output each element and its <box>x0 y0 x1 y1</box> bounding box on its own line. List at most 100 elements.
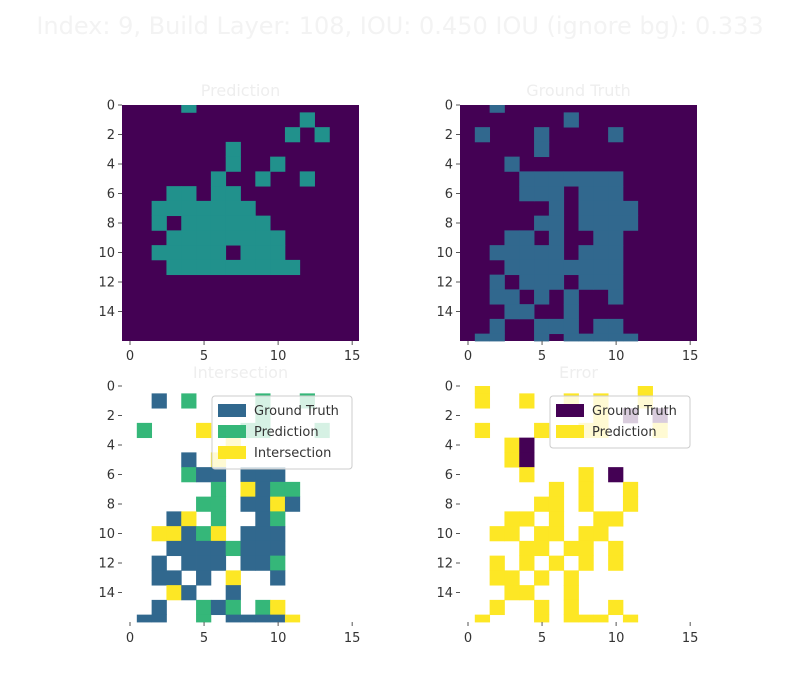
legend-swatch <box>218 446 246 459</box>
heatmap-cell <box>563 599 579 616</box>
heatmap-cell <box>270 614 286 623</box>
heatmap-cell <box>504 570 520 586</box>
heatmap-cell <box>474 127 491 143</box>
heatmap-cell <box>563 540 579 557</box>
heatmap-cell <box>210 200 227 217</box>
heatmap-cell <box>151 393 167 409</box>
heatmap-cell <box>240 540 256 557</box>
heatmap-cell <box>593 245 609 261</box>
heatmap-cell <box>578 555 594 571</box>
heatmap-cell <box>151 245 167 261</box>
y-tick-label: 0 <box>445 380 453 395</box>
figure-title: Index: 9, Build Layer: 108, IOU: 0.450 I… <box>36 12 763 40</box>
heatmap-cell <box>519 230 535 246</box>
heatmap-cell <box>563 289 579 305</box>
heatmap-cell <box>255 467 271 483</box>
heatmap-cell <box>593 186 609 202</box>
heatmap-cell <box>534 274 550 290</box>
heatmap-cell <box>166 230 182 246</box>
heatmap-cell <box>578 540 594 557</box>
heatmap-cell <box>210 186 227 202</box>
heatmap-cell <box>578 245 594 261</box>
x-tick-label: 5 <box>538 631 546 646</box>
y-tick-label: 8 <box>445 217 453 232</box>
legend-box <box>549 395 691 449</box>
heatmap-cell <box>534 141 550 158</box>
heatmap-cell <box>166 511 182 527</box>
heatmap-cell <box>196 496 212 512</box>
y-tick-label: 10 <box>98 527 115 542</box>
heatmap-cell <box>474 614 491 623</box>
heatmap-cell <box>196 215 212 231</box>
heatmap-cell <box>489 105 505 113</box>
y-tick-label: 14 <box>98 305 115 320</box>
legend: Ground Truth Prediction <box>549 395 691 449</box>
heatmap-cell <box>563 585 579 601</box>
heatmap-cell <box>151 599 167 616</box>
heatmap-cell <box>534 171 550 187</box>
heatmap-cell <box>210 599 227 616</box>
heatmap-cell <box>548 259 565 276</box>
heatmap-cell <box>519 585 535 601</box>
heatmap-cell <box>489 555 505 571</box>
y-tick-label: 14 <box>436 586 453 601</box>
heatmap-cell <box>548 200 565 217</box>
heatmap-cell <box>578 526 594 542</box>
y-tick-label: 10 <box>436 527 453 542</box>
heatmap-cell <box>240 200 256 217</box>
y-tick-label: 10 <box>436 246 453 261</box>
x-tick-label: 0 <box>464 349 472 364</box>
x-tick-label: 15 <box>682 349 699 364</box>
legend-swatch <box>218 425 246 438</box>
heatmap-cell <box>608 540 624 557</box>
x-tick-label: 0 <box>126 631 134 646</box>
heatmap-cell <box>534 333 550 342</box>
heatmap-cell <box>181 526 197 542</box>
heatmap-cell <box>548 245 565 261</box>
heatmap-cell <box>240 555 256 571</box>
heatmap-cell <box>489 599 505 616</box>
heatmap-cell <box>519 452 535 468</box>
heatmap-cell <box>181 511 197 527</box>
x-tick-label: 15 <box>344 631 361 646</box>
heatmap-cell <box>225 141 241 158</box>
heatmap-cell <box>622 496 639 512</box>
heatmap-cell <box>151 200 167 217</box>
heatmap-cell <box>593 274 609 290</box>
x-tick-label: 10 <box>270 349 287 364</box>
heatmap-cell <box>534 526 550 542</box>
x-tick-label: 5 <box>200 631 208 646</box>
heatmap-cell <box>225 585 241 601</box>
heatmap-cell <box>534 570 550 586</box>
heatmap-cell <box>255 599 271 616</box>
heatmap-cell <box>196 259 212 276</box>
x-tick-label: 0 <box>126 349 134 364</box>
heatmap-cell <box>225 186 241 202</box>
heatmap-cell <box>240 614 256 623</box>
heatmap-cell <box>489 245 505 261</box>
heatmap-cell <box>166 570 182 586</box>
heatmap-cell <box>255 215 271 231</box>
heatmap-cell <box>210 230 227 246</box>
heatmap-cell <box>519 245 535 261</box>
y-tick-label: 6 <box>445 468 453 483</box>
heatmap-cell <box>240 496 256 512</box>
heatmap-cell <box>270 540 286 557</box>
heatmap-cell <box>181 540 197 557</box>
y-tick-label: 4 <box>445 158 453 173</box>
heatmap-cell <box>196 555 212 571</box>
heatmap-cell <box>608 289 624 305</box>
heatmap-cell <box>504 585 520 601</box>
heatmap-cell <box>534 245 550 261</box>
heatmap-cell <box>563 614 579 623</box>
heatmap-cell <box>534 318 550 335</box>
heatmap-cell <box>504 511 520 527</box>
heatmap-cell <box>284 481 301 498</box>
heatmap-cell <box>578 467 594 483</box>
y-tick-label: 6 <box>445 187 453 202</box>
heatmap-cell <box>578 186 594 202</box>
heatmap-cell <box>519 467 535 483</box>
heatmap-cell <box>593 171 609 187</box>
heatmap-cell <box>593 333 609 342</box>
heatmap-cell <box>270 555 286 571</box>
